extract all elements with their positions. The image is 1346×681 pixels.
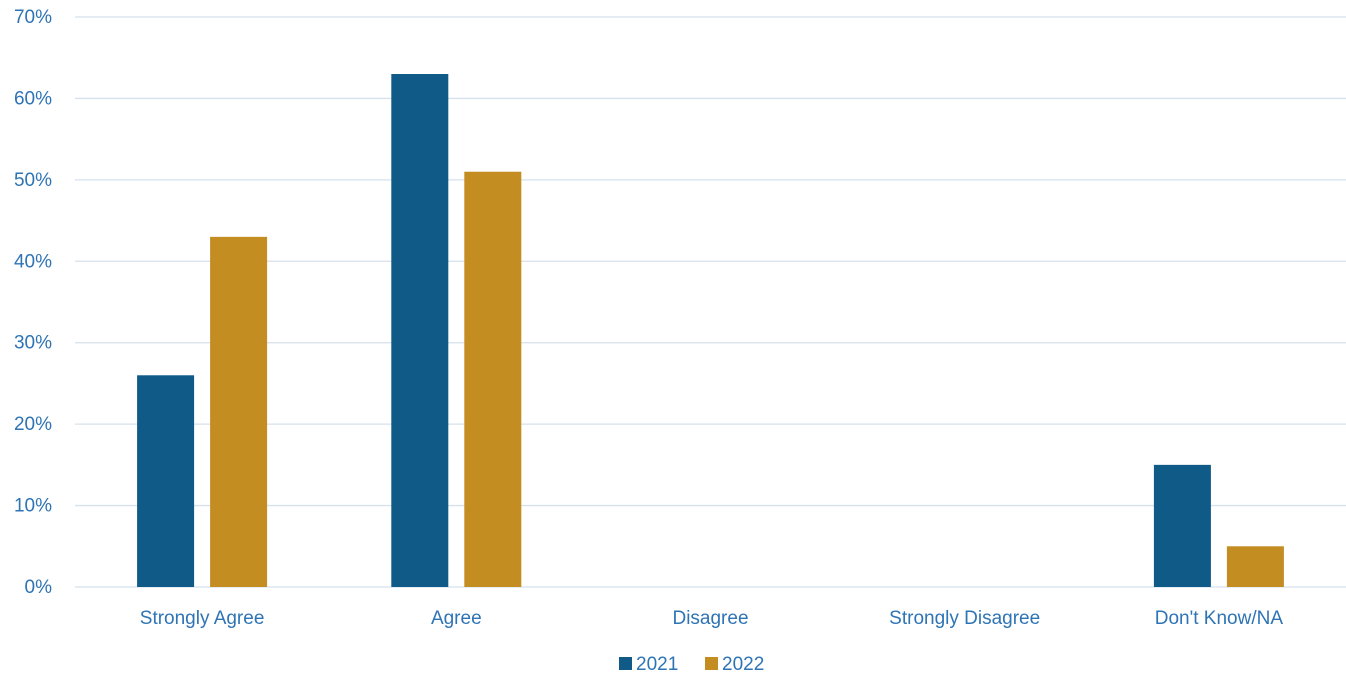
x-category-label: Agree <box>431 608 482 629</box>
bars <box>137 74 1284 587</box>
legend-swatch-2021 <box>619 657 632 670</box>
x-category-label: Strongly Disagree <box>889 608 1040 629</box>
bar-2021-4 <box>1153 464 1211 587</box>
x-category-label: Strongly Agree <box>140 608 265 629</box>
x-category-label: Don't Know/NA <box>1155 608 1284 629</box>
legend-swatch-2022 <box>705 657 718 670</box>
bar-2022-0 <box>210 236 268 587</box>
y-axis-ticks: 0% 10% 20% 30% 40% 50% 60% 70% <box>14 7 52 598</box>
y-tick-label: 40% <box>14 251 52 272</box>
y-tick-label: 20% <box>14 414 52 435</box>
gridlines <box>75 16 1346 588</box>
bar-2021-0 <box>137 375 195 587</box>
legend: 2021 2022 <box>619 654 764 675</box>
x-axis-labels: Strongly Agree Agree Disagree Strongly Disa… <box>140 608 1284 629</box>
legend-label: 2022 <box>722 654 764 675</box>
legend-label: 2021 <box>636 654 678 675</box>
y-tick-label: 0% <box>25 577 53 598</box>
bar-2022-1 <box>464 171 522 587</box>
y-tick-label: 60% <box>14 88 52 109</box>
y-tick-label: 10% <box>14 496 52 517</box>
y-tick-label: 70% <box>14 7 52 28</box>
bar-2021-1 <box>391 74 449 587</box>
y-tick-label: 30% <box>14 333 52 354</box>
y-tick-label: 50% <box>14 170 52 191</box>
x-category-label: Disagree <box>672 608 748 629</box>
bar-2022-4 <box>1226 546 1284 587</box>
